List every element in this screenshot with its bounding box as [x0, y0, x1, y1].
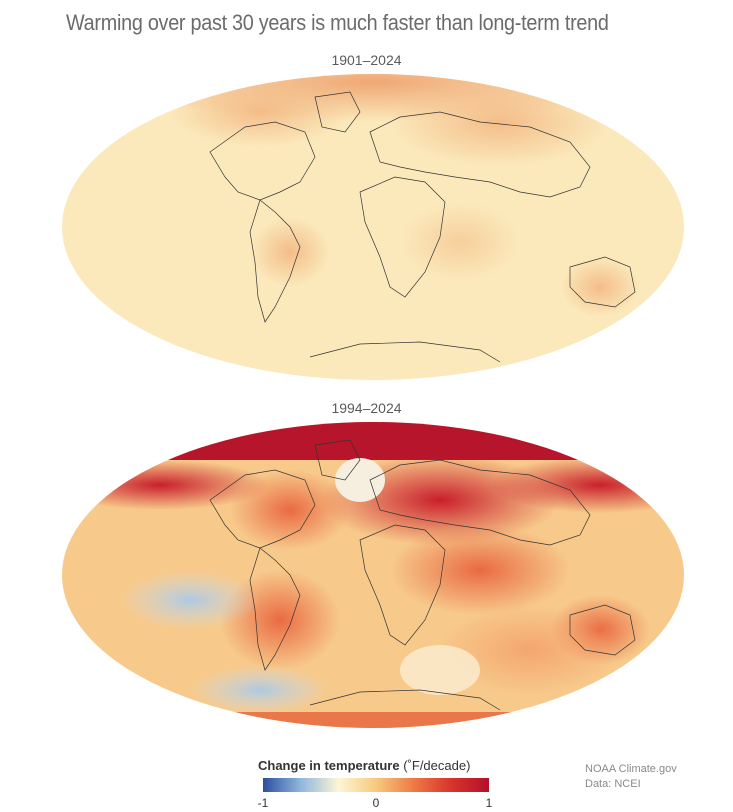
- world-map-recent: [62, 422, 684, 728]
- scale-tick-min: -1: [257, 796, 269, 810]
- country-outlines: [209, 439, 636, 711]
- legend-unit: (˚F/decade): [403, 758, 471, 773]
- source-line-data: Data: NCEI: [585, 778, 641, 790]
- map-label-long-term: 1901–2024: [331, 52, 402, 68]
- scale-tick-max: 1: [485, 796, 493, 810]
- country-outlines: [209, 91, 636, 363]
- source-line-organization: NOAA Climate.gov: [585, 763, 677, 775]
- map-label-recent: 1994–2024: [331, 400, 402, 416]
- color-scale-bar: [263, 778, 489, 792]
- scale-tick-mid: 0: [372, 796, 380, 810]
- source-credit: NOAA Climate.gov Data: NCEI: [585, 762, 677, 792]
- legend-title: Change in temperature (˚F/decade): [258, 758, 470, 773]
- world-map-long-term: [62, 74, 684, 380]
- legend-title-text: Change in temperature: [258, 758, 400, 773]
- chart-title: Warming over past 30 years is much faste…: [66, 10, 609, 35]
